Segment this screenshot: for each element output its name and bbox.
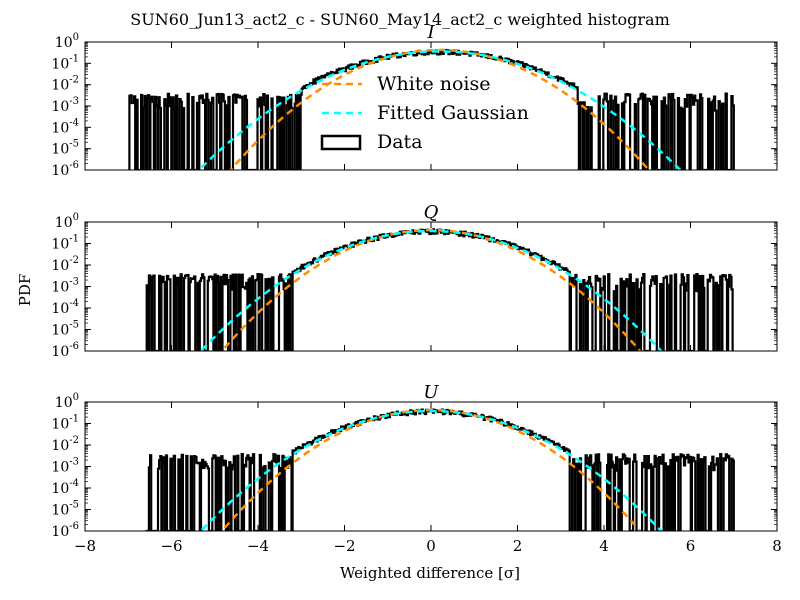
y-tick-label: 10-5 xyxy=(51,320,79,339)
y-tick-label: 10-6 xyxy=(51,521,79,540)
y-axis-label: PDF xyxy=(16,274,34,307)
panel-q: 100 10-1 10-2 10-3 10-4 10-5 10-6 Q xyxy=(51,202,778,360)
x-tick-label: −2 xyxy=(333,537,355,555)
figure-title: SUN60_Jun13_act2_c - SUN60_May14_act2_c … xyxy=(130,10,669,29)
panel-title: Q xyxy=(424,202,439,223)
x-tick-label: −8 xyxy=(74,537,96,555)
y-tick-label: 100 xyxy=(55,32,79,51)
data-histogram-line xyxy=(145,228,734,351)
y-tick-label: 10-5 xyxy=(51,139,79,158)
data-histogram-line xyxy=(128,48,735,170)
y-tick-label: 100 xyxy=(55,392,79,411)
x-tick-label: 6 xyxy=(686,537,696,555)
y-tick-label: 10-4 xyxy=(51,117,79,136)
panels-group: 100 10-1 10-2 10-3 10-4 10-5 10-6 I White noise F… xyxy=(51,22,781,555)
x-tick-label: −4 xyxy=(247,537,269,555)
fitted-gaussian-curve xyxy=(197,50,683,170)
y-tick-label: 100 xyxy=(55,212,79,231)
fitted-gaussian-curve xyxy=(199,229,663,351)
y-tick-label: 10-2 xyxy=(51,75,79,94)
x-tick-label: 0 xyxy=(426,537,436,555)
x-tick-label: 4 xyxy=(599,537,609,555)
panel-u: −8 −6 −4 −2 0 2 4 6 8 100 10-1 10-2 10-3 10-4 10-5 10-6… xyxy=(51,382,781,555)
x-tick-label: 2 xyxy=(513,537,523,555)
y-tick-label: 10-1 xyxy=(51,53,79,72)
panel-title: U xyxy=(423,382,439,403)
y-tick-label: 10-4 xyxy=(51,478,79,497)
y-tick-label: 10-6 xyxy=(51,341,79,360)
y-tick-label: 10-5 xyxy=(51,500,79,519)
plot-area xyxy=(145,408,735,531)
legend-label: Fitted Gaussian xyxy=(377,102,529,124)
fitted-gaussian-curve xyxy=(199,409,663,531)
x-tick-label: −6 xyxy=(160,537,182,555)
y-tick-label: 10-3 xyxy=(51,457,79,476)
y-tick-label: 10-1 xyxy=(51,414,79,433)
y-tick-label: 10-6 xyxy=(51,160,79,179)
y-tick-label: 10-3 xyxy=(51,277,79,296)
legend: White noise Fitted Gaussian Data xyxy=(320,73,529,153)
y-tick-label: 10-1 xyxy=(51,234,79,253)
panel-i: 100 10-1 10-2 10-3 10-4 10-5 10-6 I White noise F… xyxy=(51,22,778,179)
white-noise-curve xyxy=(228,48,651,170)
legend-data-swatch xyxy=(320,134,362,151)
y-tick-label: 10-3 xyxy=(51,96,79,115)
x-tick-label: 8 xyxy=(772,537,782,555)
panel-title: I xyxy=(426,22,435,43)
y-tick-label: 10-2 xyxy=(51,435,79,454)
legend-label: White noise xyxy=(377,73,491,95)
legend-label: Data xyxy=(377,131,423,153)
data-histogram-line xyxy=(145,408,735,531)
y-tick-label: 10-4 xyxy=(51,298,79,317)
plot-area xyxy=(145,228,734,351)
y-tick-label: 10-2 xyxy=(51,255,79,274)
x-axis-label: Weighted difference [σ] xyxy=(340,564,520,582)
plot-area xyxy=(128,48,735,170)
